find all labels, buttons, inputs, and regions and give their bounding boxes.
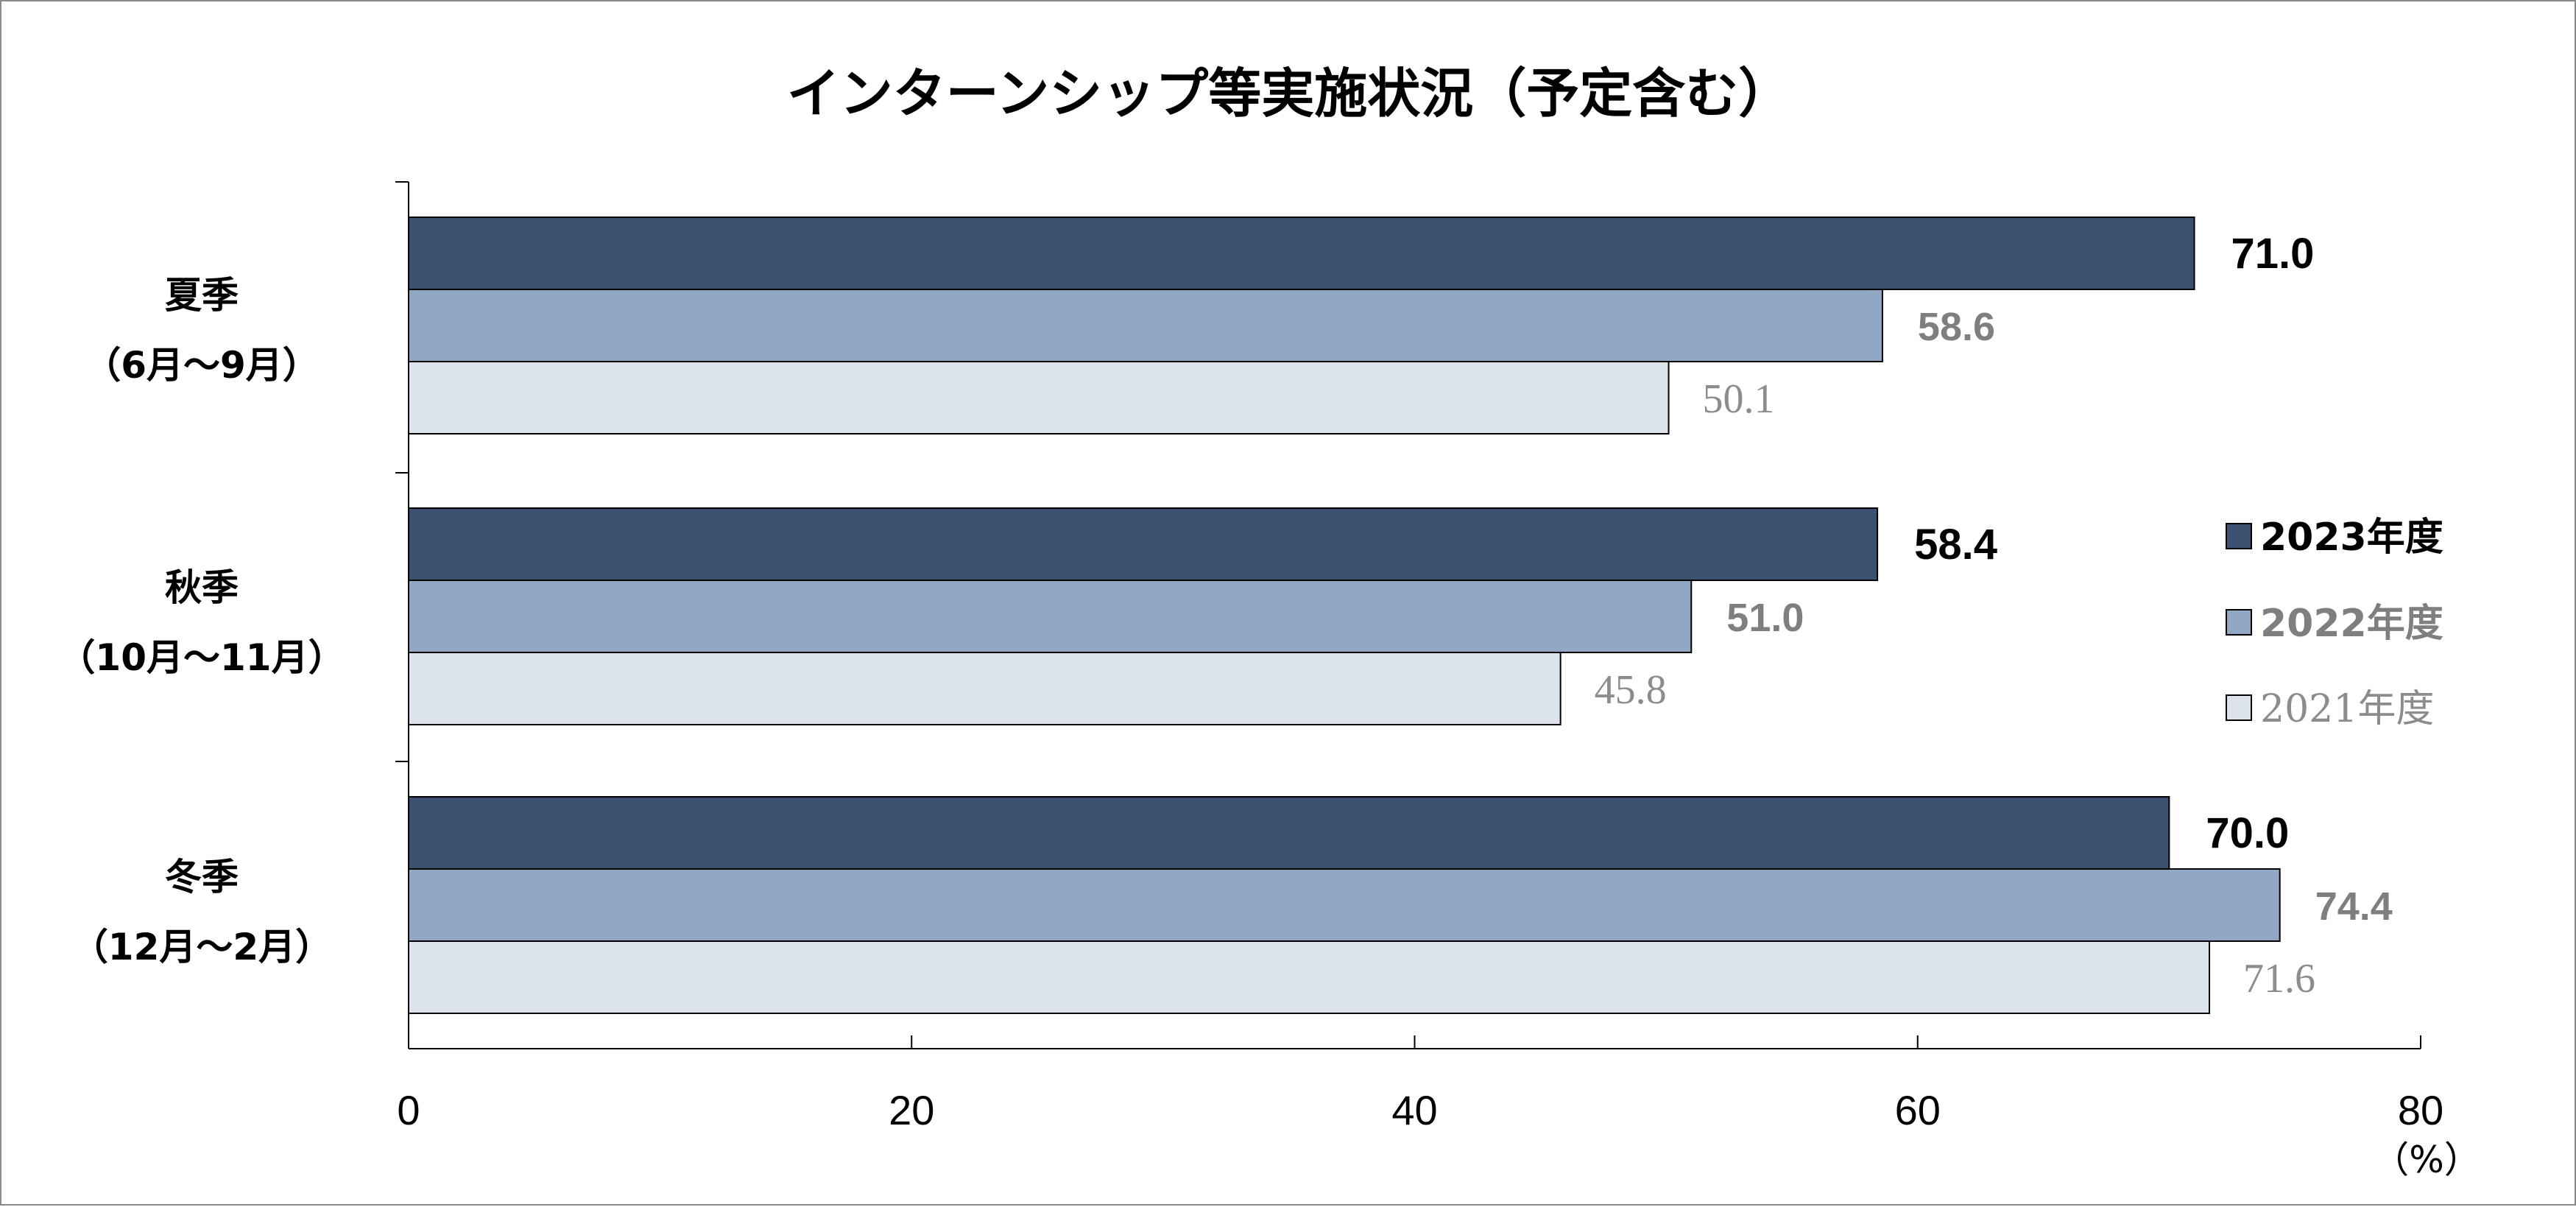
axis-layer: 0 20 40 60 80 <box>395 181 2443 1133</box>
x-tick-label-3: 40 <box>1391 1087 1437 1133</box>
legend-swatch-2 <box>2226 609 2252 636</box>
bar-1-3 <box>408 796 2170 870</box>
x-tick-label-5: 80 <box>2398 1087 2443 1133</box>
data-label-2-2: 51.0 <box>1726 596 1804 640</box>
bar-3-1 <box>408 361 1670 434</box>
category-labels: 夏季 （6月～9月） 秋季 （10月～11月） 冬季 （12月～2月） <box>58 274 345 968</box>
bar-1-2 <box>408 507 1879 581</box>
category-label-1-line-1: 夏季 <box>165 274 239 317</box>
x-tick-label-2: 20 <box>889 1087 934 1133</box>
category-label-2-line-2: （10月～11月） <box>58 636 345 679</box>
chart-title: インターンシップ等実施状況（予定含む） <box>787 63 1791 124</box>
legend: 2023年度 2022年度 2021年度 <box>2226 515 2443 731</box>
data-label-3-1: 50.1 <box>1703 376 1775 422</box>
bar-2-1 <box>408 289 1883 362</box>
data-label-1-2: 58.4 <box>1914 521 1997 569</box>
data-label-3-3: 71.6 <box>2243 956 2315 1002</box>
data-label-2-3: 74.4 <box>2315 884 2393 929</box>
legend-swatch-1 <box>2226 523 2252 549</box>
bar-2-2 <box>408 580 1693 653</box>
category-label-1-line-2: （6月～9月） <box>84 344 320 387</box>
data-label-3-2: 45.8 <box>1595 667 1667 713</box>
x-tick-label-4: 60 <box>1895 1087 1941 1133</box>
legend-label-1: 2023年度 <box>2260 515 2443 560</box>
legend-label-2: 2022年度 <box>2260 602 2443 646</box>
category-label-2-line-1: 秋季 <box>165 566 239 609</box>
bar-1-1 <box>408 217 2195 290</box>
category-label-3-line-2: （12月～2月） <box>71 926 332 968</box>
x-tick-label-1: 0 <box>397 1087 420 1133</box>
data-label-1-3: 70.0 <box>2206 809 2289 857</box>
data-label-1-1: 71.0 <box>2231 230 2315 278</box>
legend-label-3: 2021年度 <box>2260 687 2434 731</box>
unit-label: （%） <box>2372 1139 2481 1181</box>
bar-3-3 <box>408 940 2211 1014</box>
data-label-2-1: 58.6 <box>1918 305 1995 349</box>
bar-3-2 <box>408 652 1562 725</box>
bar-2-3 <box>408 868 2281 942</box>
bars-layer: 71.0 58.6 50.1 58.4 51.0 45.8 70.0 74.471.6 <box>408 217 2393 1014</box>
legend-swatch-3 <box>2226 694 2252 721</box>
category-label-3-line-1: 冬季 <box>165 856 239 898</box>
